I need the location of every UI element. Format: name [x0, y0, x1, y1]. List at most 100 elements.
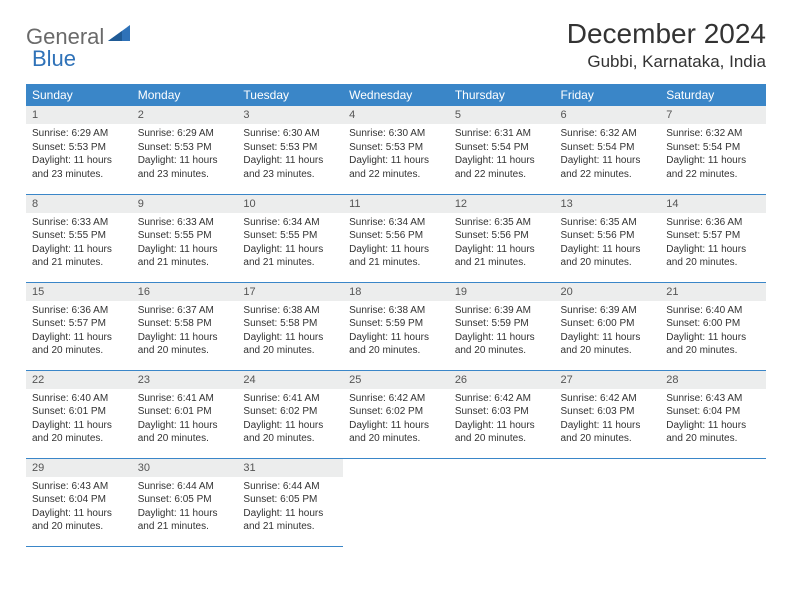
daylight-text: Daylight: 11 hours: [243, 331, 337, 345]
sunset-text: Sunset: 6:02 PM: [243, 405, 337, 419]
sunset-text: Sunset: 5:58 PM: [138, 317, 232, 331]
daylight-text: Daylight: 11 hours: [349, 243, 443, 257]
day-number: 2: [132, 106, 238, 124]
daylight-text: and 20 minutes.: [455, 432, 549, 446]
sunset-text: Sunset: 6:00 PM: [666, 317, 760, 331]
daylight-text: Daylight: 11 hours: [349, 331, 443, 345]
day-body: Sunrise: 6:38 AMSunset: 5:59 PMDaylight:…: [343, 301, 449, 364]
day-number: 31: [237, 459, 343, 477]
month-title: December 2024: [567, 18, 766, 50]
daylight-text: and 22 minutes.: [666, 168, 760, 182]
day-body: Sunrise: 6:33 AMSunset: 5:55 PMDaylight:…: [26, 213, 132, 276]
sunset-text: Sunset: 5:54 PM: [455, 141, 549, 155]
daylight-text: Daylight: 11 hours: [666, 154, 760, 168]
weekday-header: Saturday: [660, 84, 766, 106]
weekday-header: Sunday: [26, 84, 132, 106]
day-body: Sunrise: 6:39 AMSunset: 6:00 PMDaylight:…: [555, 301, 661, 364]
daylight-text: and 20 minutes.: [349, 432, 443, 446]
daylight-text: Daylight: 11 hours: [561, 243, 655, 257]
daylight-text: and 20 minutes.: [666, 432, 760, 446]
daylight-text: Daylight: 11 hours: [666, 331, 760, 345]
daylight-text: Daylight: 11 hours: [138, 331, 232, 345]
weekday-header: Monday: [132, 84, 238, 106]
daylight-text: and 22 minutes.: [455, 168, 549, 182]
title-block: December 2024 Gubbi, Karnataka, India: [567, 18, 766, 72]
calendar-day-cell: 19Sunrise: 6:39 AMSunset: 5:59 PMDayligh…: [449, 282, 555, 370]
calendar-day-cell: 30Sunrise: 6:44 AMSunset: 6:05 PMDayligh…: [132, 458, 238, 546]
calendar-week-row: 15Sunrise: 6:36 AMSunset: 5:57 PMDayligh…: [26, 282, 766, 370]
calendar-day-cell: 28Sunrise: 6:43 AMSunset: 6:04 PMDayligh…: [660, 370, 766, 458]
sunset-text: Sunset: 6:01 PM: [138, 405, 232, 419]
calendar-day-cell: 23Sunrise: 6:41 AMSunset: 6:01 PMDayligh…: [132, 370, 238, 458]
day-number: 16: [132, 283, 238, 301]
calendar-day-cell: [555, 458, 661, 546]
sunset-text: Sunset: 5:59 PM: [349, 317, 443, 331]
calendar-day-cell: 29Sunrise: 6:43 AMSunset: 6:04 PMDayligh…: [26, 458, 132, 546]
day-body: Sunrise: 6:42 AMSunset: 6:02 PMDaylight:…: [343, 389, 449, 452]
sunrise-text: Sunrise: 6:35 AM: [455, 216, 549, 230]
weekday-header: Friday: [555, 84, 661, 106]
header: General December 2024 Gubbi, Karnataka, …: [26, 18, 766, 72]
sunset-text: Sunset: 6:02 PM: [349, 405, 443, 419]
calendar-day-cell: 15Sunrise: 6:36 AMSunset: 5:57 PMDayligh…: [26, 282, 132, 370]
calendar-day-cell: [660, 458, 766, 546]
sunrise-text: Sunrise: 6:29 AM: [32, 127, 126, 141]
day-body: Sunrise: 6:34 AMSunset: 5:55 PMDaylight:…: [237, 213, 343, 276]
sunset-text: Sunset: 5:55 PM: [32, 229, 126, 243]
day-number: 11: [343, 195, 449, 213]
calendar-day-cell: 20Sunrise: 6:39 AMSunset: 6:00 PMDayligh…: [555, 282, 661, 370]
day-body: Sunrise: 6:29 AMSunset: 5:53 PMDaylight:…: [26, 124, 132, 187]
sunrise-text: Sunrise: 6:38 AM: [243, 304, 337, 318]
day-body: Sunrise: 6:31 AMSunset: 5:54 PMDaylight:…: [449, 124, 555, 187]
calendar-day-cell: 8Sunrise: 6:33 AMSunset: 5:55 PMDaylight…: [26, 194, 132, 282]
sunrise-text: Sunrise: 6:40 AM: [32, 392, 126, 406]
daylight-text: and 23 minutes.: [32, 168, 126, 182]
day-number: 20: [555, 283, 661, 301]
day-body: Sunrise: 6:33 AMSunset: 5:55 PMDaylight:…: [132, 213, 238, 276]
calendar-day-cell: 25Sunrise: 6:42 AMSunset: 6:02 PMDayligh…: [343, 370, 449, 458]
day-body: Sunrise: 6:30 AMSunset: 5:53 PMDaylight:…: [343, 124, 449, 187]
sunrise-text: Sunrise: 6:42 AM: [349, 392, 443, 406]
sunset-text: Sunset: 5:55 PM: [243, 229, 337, 243]
day-number: 22: [26, 371, 132, 389]
daylight-text: and 20 minutes.: [32, 520, 126, 534]
daylight-text: and 21 minutes.: [243, 256, 337, 270]
sunset-text: Sunset: 6:05 PM: [243, 493, 337, 507]
sunrise-text: Sunrise: 6:32 AM: [666, 127, 760, 141]
day-body: Sunrise: 6:35 AMSunset: 5:56 PMDaylight:…: [449, 213, 555, 276]
sunset-text: Sunset: 5:53 PM: [243, 141, 337, 155]
sunrise-text: Sunrise: 6:33 AM: [138, 216, 232, 230]
daylight-text: and 23 minutes.: [243, 168, 337, 182]
sunset-text: Sunset: 5:59 PM: [455, 317, 549, 331]
calendar-day-cell: 12Sunrise: 6:35 AMSunset: 5:56 PMDayligh…: [449, 194, 555, 282]
daylight-text: and 20 minutes.: [32, 344, 126, 358]
day-number: 30: [132, 459, 238, 477]
daylight-text: Daylight: 11 hours: [349, 419, 443, 433]
daylight-text: and 20 minutes.: [455, 344, 549, 358]
calendar-week-row: 1Sunrise: 6:29 AMSunset: 5:53 PMDaylight…: [26, 106, 766, 194]
sunset-text: Sunset: 5:58 PM: [243, 317, 337, 331]
day-body: Sunrise: 6:44 AMSunset: 6:05 PMDaylight:…: [132, 477, 238, 540]
daylight-text: and 20 minutes.: [561, 432, 655, 446]
daylight-text: and 21 minutes.: [138, 256, 232, 270]
sunrise-text: Sunrise: 6:29 AM: [138, 127, 232, 141]
daylight-text: Daylight: 11 hours: [455, 243, 549, 257]
calendar-day-cell: 7Sunrise: 6:32 AMSunset: 5:54 PMDaylight…: [660, 106, 766, 194]
day-number: 18: [343, 283, 449, 301]
sunrise-text: Sunrise: 6:38 AM: [349, 304, 443, 318]
calendar-day-cell: 27Sunrise: 6:42 AMSunset: 6:03 PMDayligh…: [555, 370, 661, 458]
daylight-text: Daylight: 11 hours: [138, 507, 232, 521]
sunrise-text: Sunrise: 6:42 AM: [561, 392, 655, 406]
calendar-day-cell: [343, 458, 449, 546]
day-body: Sunrise: 6:29 AMSunset: 5:53 PMDaylight:…: [132, 124, 238, 187]
day-number: 19: [449, 283, 555, 301]
day-body: Sunrise: 6:43 AMSunset: 6:04 PMDaylight:…: [26, 477, 132, 540]
day-body: Sunrise: 6:30 AMSunset: 5:53 PMDaylight:…: [237, 124, 343, 187]
daylight-text: and 21 minutes.: [243, 520, 337, 534]
daylight-text: Daylight: 11 hours: [243, 154, 337, 168]
calendar-day-cell: 3Sunrise: 6:30 AMSunset: 5:53 PMDaylight…: [237, 106, 343, 194]
calendar-day-cell: 17Sunrise: 6:38 AMSunset: 5:58 PMDayligh…: [237, 282, 343, 370]
calendar-day-cell: 26Sunrise: 6:42 AMSunset: 6:03 PMDayligh…: [449, 370, 555, 458]
sunset-text: Sunset: 5:56 PM: [349, 229, 443, 243]
daylight-text: and 20 minutes.: [32, 432, 126, 446]
